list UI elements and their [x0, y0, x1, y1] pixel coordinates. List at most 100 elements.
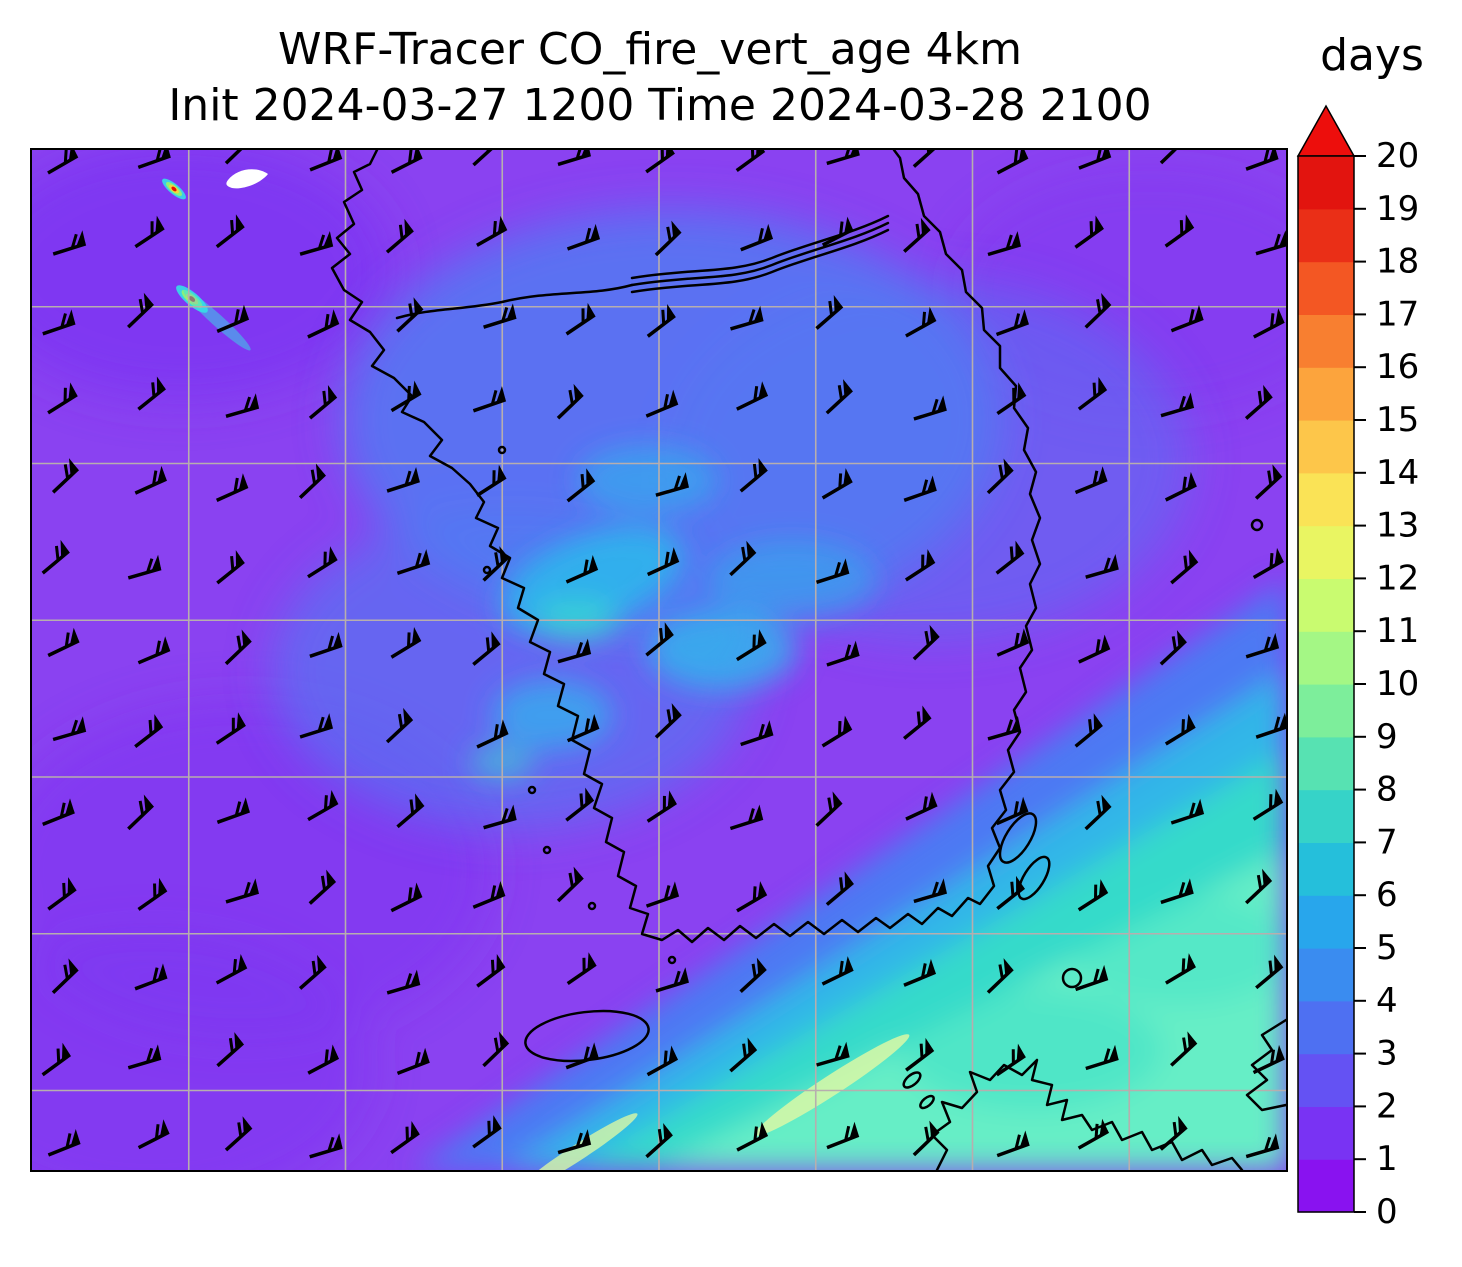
colorbar-tick-label: 4 — [1376, 981, 1398, 1021]
violet-blob — [32, 150, 392, 400]
wind-barb — [1159, 630, 1187, 666]
wind-barb — [476, 464, 507, 497]
wind-barb — [826, 1121, 860, 1150]
wind-barb — [396, 549, 431, 575]
coastline-ulleungdo — [1250, 518, 1264, 532]
wind-barb — [736, 881, 768, 913]
wind-barb — [1077, 879, 1109, 912]
wind-barb — [556, 383, 584, 420]
wind-barb — [308, 869, 337, 905]
chart-subtitle: Init 2024-03-27 1200 Time 2024-03-28 210… — [168, 80, 1152, 131]
wind-barb — [913, 878, 948, 904]
colorbar-tick-label: 20 — [1376, 136, 1419, 176]
islet — [542, 845, 552, 855]
wind-barb — [565, 555, 599, 584]
wind-barb — [1085, 554, 1119, 579]
colorbar-tick-label: 12 — [1376, 558, 1419, 598]
hotspot-1 — [162, 178, 186, 200]
wind-barb — [903, 217, 931, 253]
wind-barb — [390, 882, 423, 913]
wind-barb — [735, 150, 766, 173]
wind-barb — [385, 218, 414, 254]
wind-barb — [645, 1122, 673, 1159]
wind-barb — [127, 554, 162, 580]
wind-barb — [47, 1129, 81, 1157]
colorbar-segment — [1298, 1053, 1354, 1107]
islet — [667, 955, 677, 965]
wind-barb — [903, 475, 937, 502]
colorbar-segment — [1298, 525, 1354, 579]
wind-barb — [299, 231, 334, 256]
wind-barb — [1170, 1031, 1198, 1067]
wind-barb — [396, 297, 424, 333]
wind-barb — [739, 457, 768, 493]
wind-barb — [995, 1043, 1026, 1077]
colorbar-segment — [1298, 631, 1354, 685]
wind-barb — [308, 384, 338, 420]
wind-barb — [396, 1047, 430, 1076]
wind-barb — [557, 150, 592, 167]
colorbar-tick-label: 17 — [1376, 294, 1419, 334]
wind-barb — [307, 1044, 340, 1075]
wind-barb — [815, 294, 844, 330]
wind-barb — [1170, 798, 1205, 825]
wind-barb — [995, 796, 1029, 826]
wind-barb — [309, 1133, 343, 1159]
wind-barb — [386, 466, 420, 493]
wind-barb — [51, 958, 79, 995]
wind-barb — [482, 1031, 510, 1068]
field-pale-streaks — [516, 1034, 910, 1170]
wind-barb — [565, 787, 595, 822]
wind-barb — [1255, 230, 1286, 256]
wind-barb — [825, 379, 853, 415]
wind-barb — [52, 230, 87, 256]
field-cyan-patches — [470, 445, 877, 780]
wind-barb — [557, 1129, 592, 1155]
wind-barb — [216, 550, 245, 585]
colorbar-segment — [1298, 684, 1354, 738]
wind-barb — [729, 1037, 758, 1073]
wind-barb — [1244, 868, 1273, 905]
islet — [497, 445, 507, 455]
wind-barb — [137, 1119, 170, 1150]
colorbar-segment — [1298, 1000, 1354, 1055]
cyan-blob — [492, 680, 612, 750]
wind-barb — [739, 957, 767, 993]
colorbar-segment — [1298, 895, 1354, 949]
colorbar-tick-label: 13 — [1376, 506, 1419, 546]
wind-barb — [390, 150, 423, 174]
wind-barb — [912, 1120, 940, 1157]
wind-barb — [137, 877, 168, 911]
wind-barb — [42, 798, 75, 827]
wind-barb — [134, 963, 168, 991]
map-axes — [30, 148, 1288, 1172]
wind-barb — [298, 463, 327, 499]
colorbar-tick-label: 3 — [1376, 1034, 1398, 1074]
wind-barb — [904, 549, 936, 582]
wind-barb — [1077, 376, 1108, 411]
wind-barb — [1244, 384, 1273, 420]
map-plot — [32, 150, 1286, 1170]
wind-barb — [902, 705, 932, 740]
wind-barb — [654, 220, 682, 257]
wind-barb — [996, 1130, 1030, 1158]
hotspot-core — [171, 186, 177, 192]
colorbar-segment — [1298, 261, 1354, 315]
wind-barb — [52, 716, 87, 742]
colorbar-segment — [1298, 367, 1354, 421]
wind-barb — [134, 215, 165, 249]
wind-barb — [565, 302, 596, 336]
wind-barb — [986, 958, 1014, 994]
wind-barb — [654, 703, 682, 739]
coastline-goto-2 — [919, 1094, 935, 1110]
wind-barb — [646, 303, 676, 338]
wind-barb — [386, 969, 421, 995]
wind-barb — [821, 715, 853, 748]
wind-barb — [476, 215, 508, 247]
wind-barb — [309, 150, 343, 172]
wind-barb — [646, 790, 678, 823]
border-line-2 — [630, 221, 890, 287]
coastline-japan-edge — [1245, 1018, 1286, 1112]
colorbar-tick-label: 7 — [1376, 822, 1398, 862]
wind-barb — [816, 1041, 850, 1067]
